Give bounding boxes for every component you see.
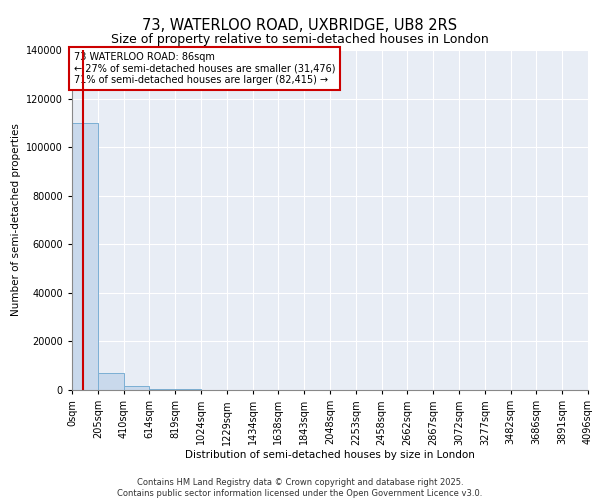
Bar bbox=[149, 388, 175, 390]
X-axis label: Distribution of semi-detached houses by size in London: Distribution of semi-detached houses by … bbox=[185, 450, 475, 460]
Bar bbox=[124, 386, 149, 390]
Text: 73 WATERLOO ROAD: 86sqm
← 27% of semi-detached houses are smaller (31,476)
71% o: 73 WATERLOO ROAD: 86sqm ← 27% of semi-de… bbox=[74, 52, 335, 85]
Y-axis label: Number of semi-detached properties: Number of semi-detached properties bbox=[11, 124, 20, 316]
Text: Size of property relative to semi-detached houses in London: Size of property relative to semi-detach… bbox=[111, 32, 489, 46]
Bar bbox=[72, 123, 98, 390]
Text: 73, WATERLOO ROAD, UXBRIDGE, UB8 2RS: 73, WATERLOO ROAD, UXBRIDGE, UB8 2RS bbox=[142, 18, 458, 32]
Bar bbox=[98, 373, 124, 390]
Text: Contains HM Land Registry data © Crown copyright and database right 2025.
Contai: Contains HM Land Registry data © Crown c… bbox=[118, 478, 482, 498]
